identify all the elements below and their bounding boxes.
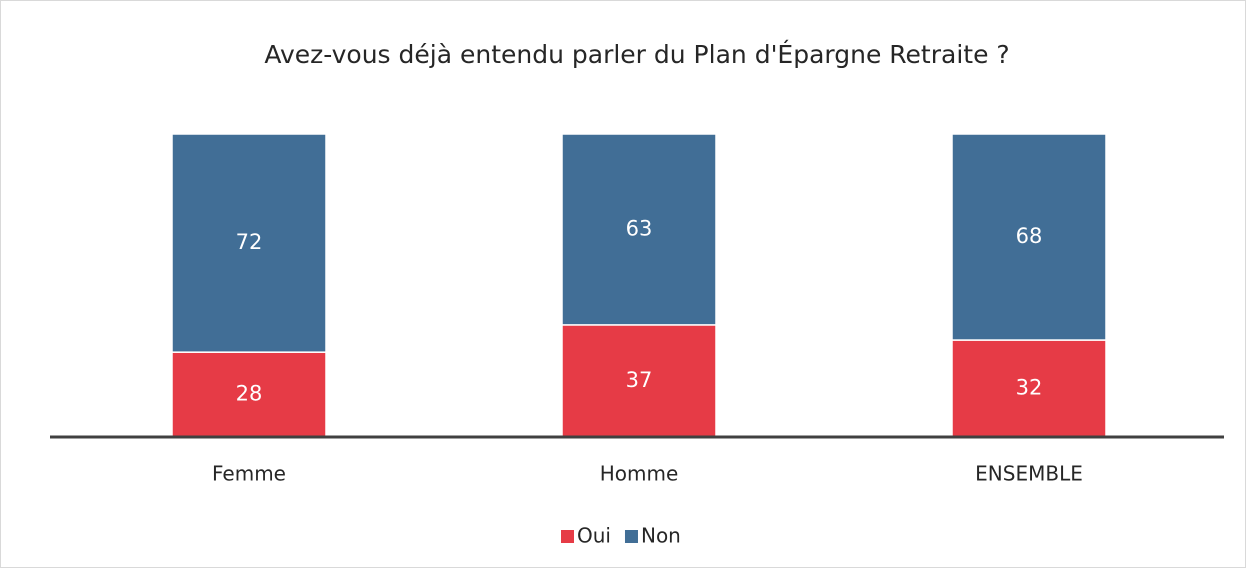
x-tick-label: Femme <box>212 462 286 486</box>
x-tick-label: Homme <box>600 462 679 486</box>
bar-segment <box>171 133 327 353</box>
data-label: 68 <box>1016 224 1043 248</box>
data-label: 28 <box>236 382 263 406</box>
data-label: 63 <box>626 216 653 240</box>
data-label: 72 <box>236 230 263 254</box>
data-label: 37 <box>626 368 653 392</box>
data-label: 32 <box>1016 376 1043 400</box>
bar-segment <box>561 133 717 326</box>
legend-label: Non <box>641 524 681 548</box>
legend-swatch <box>561 530 574 543</box>
chart-title: Avez-vous déjà entendu parler du Plan d'… <box>264 40 1009 69</box>
bar-segment <box>171 351 327 438</box>
legend-label: Oui <box>577 524 611 548</box>
legend-swatch <box>624 530 638 543</box>
bar-segment <box>561 324 717 438</box>
bar-segment <box>951 339 1107 438</box>
bar-segment <box>951 133 1107 341</box>
x-tick-label: ENSEMBLE <box>975 462 1083 486</box>
